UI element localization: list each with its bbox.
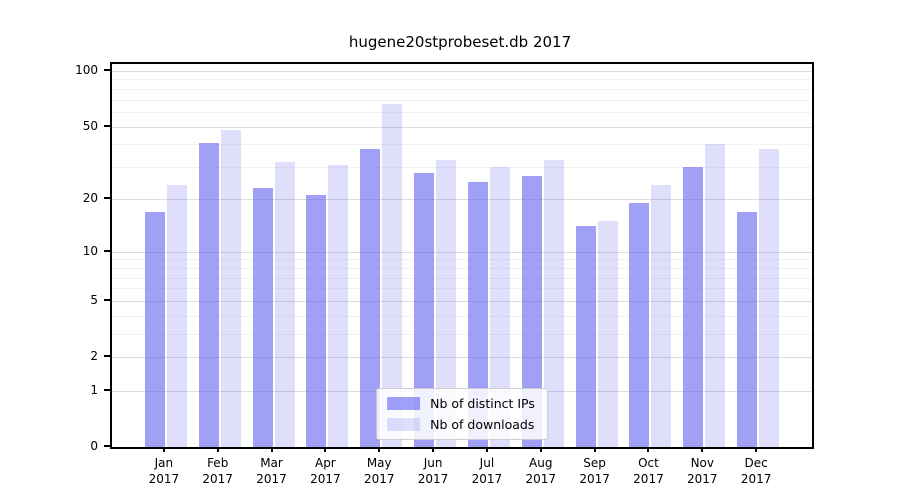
bar-distinct-ips-apr <box>306 195 327 447</box>
bar-downloads-dec <box>759 148 780 447</box>
bar-distinct-ips-dec <box>737 211 758 447</box>
legend-label-distinct-ips: Nb of distinct IPs <box>430 396 535 411</box>
x-tick-nov <box>701 447 704 452</box>
bar-distinct-ips-may <box>360 148 381 447</box>
plot-area: Nb of distinct IPs Nb of downloads <box>110 62 814 449</box>
gridline-minor-30 <box>112 167 812 169</box>
x-tick-label-dec: Dec 2017 <box>740 456 772 486</box>
gridline-minor-8 <box>112 267 812 269</box>
gridline-major-20 <box>112 198 812 200</box>
y-tick-5 <box>104 299 110 302</box>
gridline-major-100 <box>112 71 812 72</box>
gridline-major-10 <box>112 251 812 253</box>
gridline-major-50 <box>112 126 812 128</box>
legend-item-downloads: Nb of downloads <box>387 417 535 432</box>
legend-item-distinct-ips: Nb of distinct IPs <box>387 396 535 411</box>
y-tick-0 <box>104 445 110 447</box>
x-tick-jun <box>432 447 435 452</box>
bar-downloads-apr <box>328 164 349 447</box>
gridline-minor-4 <box>112 315 812 317</box>
x-tick-label-jan: Jan 2017 <box>148 456 180 486</box>
gridline-minor-3 <box>112 334 812 336</box>
bar-downloads-oct <box>651 184 672 447</box>
bar-distinct-ips-mar <box>252 188 273 447</box>
legend-swatch-distinct-ips <box>387 397 421 410</box>
gridline-minor-9 <box>112 259 812 261</box>
x-tick-label-mar: Mar 2017 <box>256 456 287 486</box>
y-tick-label-1: 1 <box>90 382 98 397</box>
y-tick-label-20: 20 <box>82 190 98 205</box>
x-tick-label-may: May 2017 <box>363 456 395 486</box>
y-tick-label-0: 0 <box>90 439 98 453</box>
x-tick-mar <box>270 447 273 452</box>
y-tick-label-100: 100 <box>75 63 98 77</box>
bar-distinct-ips-jul <box>467 181 488 447</box>
bar-downloads-jun <box>436 159 457 447</box>
x-tick-label-apr: Apr 2017 <box>310 456 341 486</box>
gridline-major-2 <box>112 357 812 359</box>
bar-distinct-ips-feb <box>198 142 219 447</box>
bar-distinct-ips-oct <box>629 202 650 447</box>
x-tick-feb <box>216 447 219 452</box>
x-tick-jul <box>485 447 488 452</box>
legend-label-downloads: Nb of downloads <box>430 417 535 432</box>
x-tick-dec <box>755 447 758 452</box>
x-tick-oct <box>647 447 650 452</box>
y-tick-20 <box>104 196 110 199</box>
gridline-minor-40 <box>112 144 812 146</box>
chart-title: hugene20stprobeset.db 2017 <box>348 33 572 51</box>
legend: Nb of distinct IPs Nb of downloads <box>376 388 548 440</box>
x-tick-label-feb: Feb 2017 <box>202 456 233 486</box>
bar-downloads-mar <box>274 162 295 447</box>
legend-swatch-downloads <box>387 418 421 431</box>
x-tick-label-sep: Sep 2017 <box>579 456 610 486</box>
gridline-minor-70 <box>112 99 812 101</box>
x-tick-aug <box>539 447 542 452</box>
gridline-minor-7 <box>112 277 812 279</box>
x-tick-label-oct: Oct 2017 <box>633 456 664 486</box>
y-tick-100 <box>104 69 110 71</box>
bar-distinct-ips-aug <box>521 175 542 447</box>
bar-distinct-ips-sep <box>575 226 596 447</box>
bar-downloads-feb <box>220 129 241 447</box>
bar-downloads-may <box>382 104 403 447</box>
x-tick-may <box>378 447 381 452</box>
x-tick-apr <box>324 447 327 452</box>
y-tick-label-50: 50 <box>82 118 98 133</box>
y-tick-label-10: 10 <box>82 243 98 258</box>
bar-downloads-jan <box>166 184 187 447</box>
x-tick-label-jun: Jun 2017 <box>417 456 449 486</box>
bar-distinct-ips-jun <box>414 172 435 447</box>
y-tick-50 <box>104 124 110 127</box>
x-tick-label-jul: Jul 2017 <box>471 456 503 486</box>
bar-downloads-sep <box>597 221 618 447</box>
gridline-minor-60 <box>112 112 812 114</box>
gridline-minor-80 <box>112 88 812 90</box>
y-tick-2 <box>104 355 110 358</box>
bar-downloads-nov <box>705 144 726 447</box>
x-tick-label-aug: Aug 2017 <box>525 456 557 486</box>
y-tick-label-5: 5 <box>90 293 98 308</box>
gridline-minor-6 <box>112 288 812 290</box>
x-tick-sep <box>593 447 596 452</box>
bar-distinct-ips-jan <box>144 211 165 447</box>
gridline-minor-90 <box>112 79 812 81</box>
gridline-major-5 <box>112 301 812 303</box>
bar-downloads-aug <box>543 159 564 447</box>
y-tick-1 <box>104 388 110 391</box>
y-tick-label-2: 2 <box>90 349 98 364</box>
y-tick-10 <box>104 249 110 252</box>
bar-distinct-ips-nov <box>683 167 704 447</box>
x-tick-jan <box>162 447 165 452</box>
bar-downloads-jul <box>489 167 510 447</box>
x-tick-label-nov: Nov 2017 <box>687 456 718 486</box>
